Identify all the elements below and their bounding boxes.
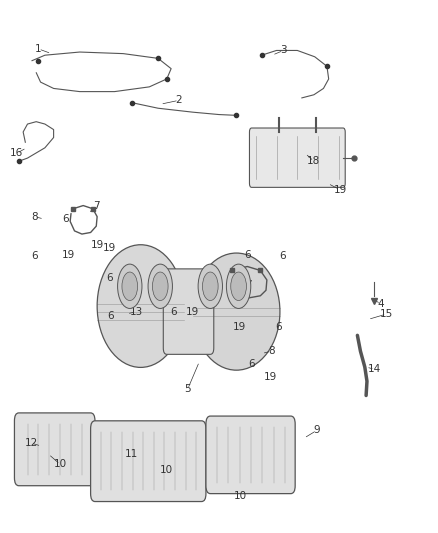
Circle shape xyxy=(202,272,218,301)
Text: 10: 10 xyxy=(53,459,67,470)
Text: 16: 16 xyxy=(10,148,23,158)
Text: 10: 10 xyxy=(159,465,173,475)
Ellipse shape xyxy=(97,245,184,367)
Text: 19: 19 xyxy=(102,243,116,253)
Text: 6: 6 xyxy=(63,214,69,224)
Text: 5: 5 xyxy=(184,384,191,394)
Text: 15: 15 xyxy=(380,309,393,319)
Text: 13: 13 xyxy=(130,306,143,317)
Circle shape xyxy=(198,264,223,309)
Text: 6: 6 xyxy=(31,251,38,261)
FancyBboxPatch shape xyxy=(14,413,95,486)
Circle shape xyxy=(148,264,173,309)
Text: 2: 2 xyxy=(176,95,182,106)
Text: 6: 6 xyxy=(276,322,283,333)
Text: 8: 8 xyxy=(268,346,275,356)
Text: 14: 14 xyxy=(368,365,381,374)
Circle shape xyxy=(226,264,251,309)
Circle shape xyxy=(152,272,168,301)
Text: 4: 4 xyxy=(378,298,384,309)
Text: 3: 3 xyxy=(280,45,287,55)
Text: 19: 19 xyxy=(333,185,346,195)
Text: 12: 12 xyxy=(25,438,38,448)
Text: 19: 19 xyxy=(185,306,199,317)
FancyBboxPatch shape xyxy=(91,421,206,502)
Text: 10: 10 xyxy=(233,491,247,501)
Text: 7: 7 xyxy=(93,200,99,211)
Text: 8: 8 xyxy=(31,212,38,222)
Text: 19: 19 xyxy=(264,372,277,382)
FancyBboxPatch shape xyxy=(250,128,345,188)
Text: 6: 6 xyxy=(107,311,113,321)
Text: 6: 6 xyxy=(279,251,286,261)
Text: 18: 18 xyxy=(307,156,321,166)
Circle shape xyxy=(231,272,247,301)
FancyBboxPatch shape xyxy=(163,269,214,354)
FancyBboxPatch shape xyxy=(206,416,295,494)
Text: 7: 7 xyxy=(245,280,252,290)
Text: 1: 1 xyxy=(35,44,42,54)
Text: 6: 6 xyxy=(106,273,113,284)
Circle shape xyxy=(122,272,138,301)
Text: 11: 11 xyxy=(124,449,138,459)
Circle shape xyxy=(117,264,142,309)
Text: 19: 19 xyxy=(62,249,75,260)
Text: 9: 9 xyxy=(314,425,320,435)
Text: 19: 19 xyxy=(233,322,247,333)
Text: 6: 6 xyxy=(244,249,251,260)
Ellipse shape xyxy=(193,253,280,370)
Text: 19: 19 xyxy=(91,240,104,250)
Text: 6: 6 xyxy=(248,359,255,369)
Text: 6: 6 xyxy=(170,306,177,317)
